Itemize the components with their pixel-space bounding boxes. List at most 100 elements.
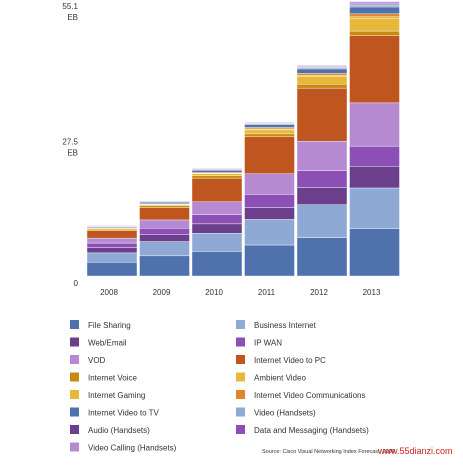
bar-segment bbox=[296, 73, 348, 76]
legend-swatch bbox=[236, 372, 245, 382]
legend-item: Ambient Video bbox=[236, 372, 306, 383]
bar-segment bbox=[86, 262, 138, 277]
legend-item: Business Internet bbox=[236, 320, 317, 330]
legend-swatch bbox=[236, 355, 245, 364]
x-tick-label: 2009 bbox=[153, 288, 171, 297]
x-tick-label: 2010 bbox=[205, 288, 223, 297]
bar-segment bbox=[86, 252, 138, 263]
bar-segment bbox=[191, 233, 243, 252]
bar-segment bbox=[191, 168, 243, 170]
legend-label: VOD bbox=[88, 356, 106, 365]
legend-swatch bbox=[70, 425, 79, 434]
bar-segment bbox=[349, 16, 400, 19]
bar-segment bbox=[349, 145, 400, 167]
x-tick-label: 2008 bbox=[100, 288, 118, 297]
legend-swatch bbox=[70, 372, 79, 382]
bar-segment bbox=[349, 6, 400, 15]
bar-stacks bbox=[86, 1, 400, 277]
bar-segment bbox=[244, 136, 295, 174]
legend-label: Ambient Video bbox=[254, 374, 306, 383]
bar-stack-2009 bbox=[139, 200, 190, 277]
y-axis: 0 27.5 EB 55.1 EB bbox=[62, 2, 78, 288]
legend-swatch bbox=[236, 407, 245, 417]
legend-swatch bbox=[236, 425, 245, 434]
legend-label: Video Calling (Handsets) bbox=[88, 444, 177, 453]
bar-segment bbox=[296, 237, 348, 277]
bar-segment bbox=[244, 173, 295, 195]
legend-item: Internet Video to PC bbox=[236, 355, 326, 365]
bar-segment bbox=[139, 234, 190, 242]
bar-segment bbox=[296, 204, 348, 238]
legend: File Sharing Business Internet Web/Email IP… bbox=[70, 320, 369, 453]
legend-swatch bbox=[70, 442, 79, 452]
legend-item: VOD bbox=[70, 355, 106, 365]
bar-segment bbox=[139, 200, 190, 202]
bar-segment bbox=[86, 230, 138, 239]
bar-segment bbox=[244, 127, 295, 130]
legend-item: Internet Gaming bbox=[70, 390, 145, 400]
legend-swatch bbox=[70, 407, 79, 417]
bar-segment bbox=[349, 1, 400, 4]
bar-segment bbox=[349, 4, 400, 8]
legend-swatch bbox=[236, 320, 245, 329]
bar-segment bbox=[349, 18, 400, 32]
bar-segment bbox=[296, 141, 348, 171]
legend-item: Video (Handsets) bbox=[236, 407, 316, 418]
legend-swatch bbox=[70, 337, 79, 347]
legend-label: File Sharing bbox=[88, 321, 131, 330]
x-axis: 2008 2009 2010 2011 2012 2013 bbox=[100, 288, 381, 297]
legend-label: Internet Video Communications bbox=[254, 391, 365, 400]
legend-label: Web/Email bbox=[88, 339, 127, 348]
legend-item: IP WAN bbox=[236, 337, 282, 348]
bar-segment bbox=[349, 228, 400, 277]
bar-segment bbox=[139, 241, 190, 257]
bar-segment bbox=[296, 187, 348, 205]
legend-label: Internet Video to PC bbox=[254, 356, 326, 365]
bar-segment bbox=[244, 207, 295, 220]
x-tick-label: 2013 bbox=[363, 288, 381, 297]
bar-segment bbox=[349, 166, 400, 189]
legend-item: Internet Video to TV bbox=[70, 407, 160, 418]
legend-item: Audio (Handsets) bbox=[70, 425, 150, 435]
legend-swatch bbox=[236, 337, 245, 347]
bar-segment bbox=[349, 35, 400, 104]
bar-segment bbox=[296, 76, 348, 85]
legend-swatch bbox=[70, 320, 79, 329]
bar-segment bbox=[86, 237, 138, 244]
bar-segment bbox=[139, 255, 190, 277]
legend-item: Web/Email bbox=[70, 337, 127, 348]
bar-segment bbox=[349, 13, 400, 18]
bar-segment bbox=[191, 201, 243, 215]
bar-segment bbox=[244, 124, 295, 128]
bar-segment bbox=[191, 177, 243, 202]
source-note: Source: Cisco Visual Networking Index Fo… bbox=[262, 449, 395, 455]
watermark: www.55dianzi.com bbox=[377, 446, 453, 456]
y-tick-label: EB bbox=[67, 149, 78, 158]
bar-segment bbox=[139, 219, 190, 229]
legend-label: Audio (Handsets) bbox=[88, 426, 150, 435]
bar-segment bbox=[86, 247, 138, 254]
legend-swatch bbox=[70, 355, 79, 364]
x-tick-label: 2012 bbox=[310, 288, 328, 297]
legend-label: Internet Gaming bbox=[88, 391, 145, 400]
bar-segment bbox=[191, 223, 243, 234]
bar-stack-2010 bbox=[191, 168, 243, 277]
bar-segment bbox=[296, 68, 348, 74]
y-tick-label: EB bbox=[67, 13, 78, 22]
bar-segment bbox=[349, 187, 400, 229]
bar-segment bbox=[244, 194, 295, 208]
bar-segment bbox=[296, 83, 348, 89]
bar-segment bbox=[244, 244, 295, 277]
legend-item: Data and Messaging (Handsets) bbox=[236, 425, 369, 435]
legend-item: File Sharing bbox=[70, 320, 131, 330]
bar-segment bbox=[139, 207, 190, 221]
bar-segment bbox=[244, 219, 295, 246]
legend-item: Internet Voice bbox=[70, 372, 137, 383]
bar-segment bbox=[296, 65, 348, 67]
bar-segment bbox=[139, 228, 190, 235]
bar-segment bbox=[349, 102, 400, 147]
bar-stack-2008 bbox=[86, 225, 138, 277]
bar-segment bbox=[296, 87, 348, 142]
legend-label: Data and Messaging (Handsets) bbox=[254, 426, 369, 435]
bar-segment bbox=[191, 175, 243, 179]
